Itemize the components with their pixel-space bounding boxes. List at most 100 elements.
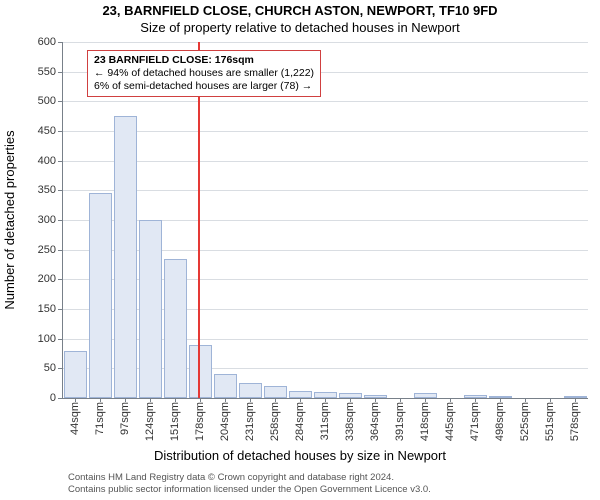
histogram-bar [64,351,87,398]
x-tick-mark [500,398,501,402]
x-tick-mark [300,398,301,402]
histogram-bar [364,395,387,398]
y-tick-mark [58,250,62,251]
histogram-bar [164,259,187,398]
y-tick-mark [58,42,62,43]
x-tick-mark [200,398,201,402]
x-tick-mark [375,398,376,402]
histogram-bar [489,396,512,398]
y-axis-label: Number of detached properties [2,130,17,309]
histogram-bar [239,383,262,398]
x-tick-mark [150,398,151,402]
x-tick-mark [125,398,126,402]
histogram-bar [464,395,487,398]
y-tick-mark [58,131,62,132]
histogram-bar [564,396,587,398]
x-tick-mark [250,398,251,402]
y-tick-mark [58,368,62,369]
x-tick-mark [575,398,576,402]
gridline [63,131,588,132]
y-tick-mark [58,161,62,162]
y-tick-mark [58,72,62,73]
y-tick-mark [58,309,62,310]
x-tick-label: 284sqm [294,402,306,441]
x-tick-label: 97sqm [119,402,131,435]
histogram-bar [264,386,287,398]
y-tick-label: 550 [16,66,56,78]
x-tick-mark [400,398,401,402]
title-line-1: 23, BARNFIELD CLOSE, CHURCH ASTON, NEWPO… [0,3,600,18]
x-tick-label: 258sqm [269,402,281,441]
histogram-bar [189,345,212,398]
x-tick-mark [275,398,276,402]
x-tick-mark [325,398,326,402]
x-tick-label: 311sqm [319,402,331,440]
y-tick-label: 0 [16,392,56,404]
x-tick-label: 578sqm [569,402,581,441]
x-tick-label: 44sqm [69,402,81,435]
annotation-line-3: 6% of semi-detached houses are larger (7… [94,80,314,93]
title-line-2: Size of property relative to detached ho… [0,20,600,35]
histogram-bar [314,392,337,398]
y-tick-mark [58,220,62,221]
y-tick-label: 500 [16,95,56,107]
gridline [63,190,588,191]
x-tick-label: 471sqm [469,402,481,441]
x-tick-mark [175,398,176,402]
gridline [63,42,588,43]
x-tick-label: 71sqm [94,402,106,435]
x-tick-label: 391sqm [394,402,406,441]
x-tick-label: 124sqm [144,402,156,441]
y-tick-mark [58,190,62,191]
x-tick-mark [75,398,76,402]
x-tick-label: 364sqm [369,402,381,441]
x-tick-mark [225,398,226,402]
annotation-header: 23 BARNFIELD CLOSE: 176sqm [94,54,314,67]
x-tick-mark [425,398,426,402]
x-tick-label: 418sqm [419,402,431,441]
x-tick-label: 551sqm [544,402,556,441]
x-tick-mark [100,398,101,402]
annotation-box: 23 BARNFIELD CLOSE: 176sqm ← 94% of deta… [87,50,321,97]
histogram-bar [114,116,137,398]
y-tick-mark [58,398,62,399]
y-tick-label: 350 [16,184,56,196]
y-tick-mark [58,279,62,280]
footer-line-2: Contains public sector information licen… [68,484,431,496]
y-tick-label: 450 [16,125,56,137]
histogram-bar [89,193,112,398]
y-tick-label: 150 [16,303,56,315]
x-tick-label: 204sqm [219,402,231,441]
y-tick-label: 100 [16,333,56,345]
gridline [63,101,588,102]
histogram-bar [339,393,362,398]
histogram-bar [214,374,237,398]
histogram-bar [414,393,437,398]
y-tick-mark [58,101,62,102]
x-tick-mark [550,398,551,402]
y-tick-label: 50 [16,362,56,374]
footer-attribution: Contains HM Land Registry data © Crown c… [68,472,431,496]
x-axis-label: Distribution of detached houses by size … [0,448,600,463]
x-tick-label: 178sqm [194,402,206,441]
y-tick-label: 300 [16,214,56,226]
histogram-bar [289,391,312,398]
x-tick-mark [350,398,351,402]
y-tick-label: 200 [16,273,56,285]
y-tick-label: 400 [16,155,56,167]
y-tick-label: 600 [16,36,56,48]
footer-line-1: Contains HM Land Registry data © Crown c… [68,472,431,484]
x-tick-mark [525,398,526,402]
x-tick-label: 498sqm [494,402,506,441]
y-tick-mark [58,339,62,340]
x-tick-label: 525sqm [519,402,531,441]
x-tick-mark [475,398,476,402]
x-tick-mark [450,398,451,402]
gridline [63,161,588,162]
x-tick-label: 445sqm [444,402,456,441]
x-tick-label: 338sqm [344,402,356,441]
x-tick-label: 151sqm [169,402,181,441]
histogram-bar [139,220,162,398]
y-tick-label: 250 [16,244,56,256]
annotation-line-2: ← 94% of detached houses are smaller (1,… [94,67,314,80]
